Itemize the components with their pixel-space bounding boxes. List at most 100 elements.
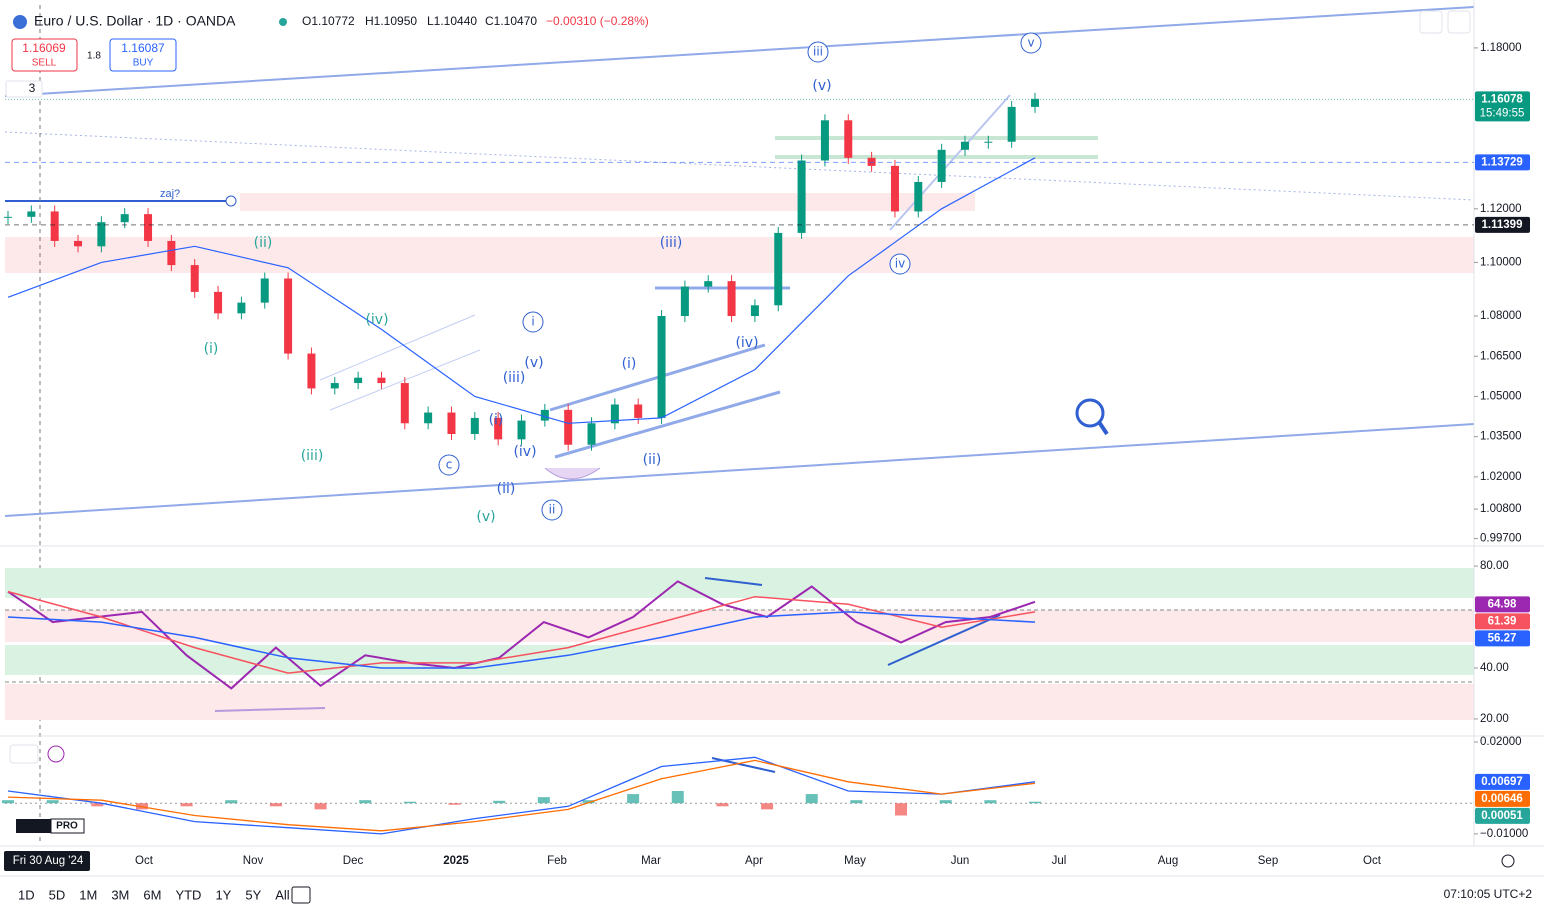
x-tick-label: Mar [641,855,661,867]
candle [330,383,339,389]
price-badge [1475,91,1530,122]
timeframe-button[interactable]: 1Y [215,887,231,902]
wave-label: (v) [524,355,543,371]
y-tick-label: 1.06500 [1480,350,1522,362]
price-badge-value: 56.27 [1488,632,1517,644]
trend-line [4,131,1475,201]
y-tick-label: 1.03500 [1480,431,1522,443]
price-badge [1475,216,1530,233]
candle [307,353,316,389]
wave-label: (iii) [301,448,324,464]
candle [610,404,619,424]
buy-price[interactable]: 1.16087 [121,41,165,55]
candle [867,157,876,166]
candle [190,265,199,292]
candle [494,417,503,440]
histogram-bar [761,803,774,810]
y-tick-label: 1.12000 [1480,203,1522,215]
arc [544,467,601,480]
timeframe-button[interactable]: 3M [111,887,129,902]
magnifier-icon [1075,398,1105,428]
wave-label: (iii) [503,370,526,386]
y-tick-label: 1.08000 [1480,310,1522,322]
candle [587,423,596,445]
y-tick-label: 1.02000 [1480,471,1522,483]
fullscreen-button[interactable] [1447,10,1471,34]
histogram-bar [1029,801,1041,804]
ohlc-close: C1.10470 [485,14,537,28]
layers-button[interactable] [5,80,43,98]
sell-button[interactable] [11,38,78,72]
refresh-button[interactable] [47,745,65,763]
price-badge-value: 1.16078 [1481,93,1523,105]
price-badge-value: 61.39 [1488,615,1517,627]
histogram-bar [314,803,327,810]
plot: 1.18000 1.12000 1.10000 1.08000 1.06500 1.050… [2,32,1530,871]
trend-line [554,390,781,459]
wave-label: iii [813,45,823,59]
ohlc-change: −0.00310 (−0.28%) [546,14,649,28]
histogram-bar [359,800,372,804]
candle [680,286,689,317]
wave-label: c [446,458,453,472]
timeframe-button[interactable]: 5Y [245,887,261,902]
candle [844,120,853,158]
zone [775,136,1098,140]
y-tick-label: 0.99700 [1480,533,1522,545]
timeframe-button[interactable]: All [275,887,290,902]
timeframe-button[interactable]: 6M [143,887,161,902]
date-range-button[interactable] [291,886,311,904]
download-button[interactable] [1419,10,1443,34]
y-tick-label: 1.10000 [1480,256,1522,268]
wave-label: ii [549,503,556,517]
indicator-line [7,157,1036,424]
wave-label: (iv) [513,444,536,460]
sell-label[interactable]: SELL [32,58,57,69]
x-tick-label: 2025 [443,855,469,867]
timeframe-button[interactable]: 5D [49,887,66,902]
buy-button[interactable] [109,38,177,72]
candle [960,141,969,150]
histogram-bar [225,800,238,804]
candle [50,211,59,241]
price-badge [1475,154,1530,171]
wave-label: (i) [622,356,637,372]
price-badge-value: 64.98 [1488,598,1517,610]
sell-price[interactable]: 1.16069 [22,41,66,55]
wave-label: (ii) [497,481,516,497]
y-tick-label: 80.00 [1480,560,1509,572]
candle [820,120,829,161]
candle [74,240,83,247]
handle [225,195,237,207]
collapse-button[interactable] [9,744,39,764]
wave-circle [807,41,829,63]
trend-line [319,314,476,381]
x-tick-label: May [844,855,866,867]
ohlc-high: H1.10950 [365,14,417,28]
histogram-bar [582,800,595,804]
x-tick-label: Oct [135,855,154,867]
price-badge-value: 0.00697 [1481,776,1523,788]
crosshair-date-box [4,851,90,871]
timeframe-button[interactable]: 1D [18,887,35,902]
candle [937,149,946,182]
candle [120,214,129,223]
timeframe-button[interactable]: 1M [79,887,97,902]
candle [774,232,783,306]
indicator-line [7,759,1036,832]
timeframe-button[interactable]: YTD [175,887,201,902]
layers-count[interactable]: 3 [29,81,36,95]
indicator-line [7,756,1036,835]
histogram-bar [627,794,640,804]
histogram-bar [46,800,59,804]
x-tick-label: Dec [343,855,364,867]
candle [517,420,526,440]
buy-label[interactable]: BUY [133,58,154,69]
symbol-icon [13,15,27,29]
spread: 1.8 [87,51,101,62]
wave-label: (iv) [735,335,758,351]
candle [447,412,456,434]
candle [167,240,176,266]
settings-icon[interactable] [1501,854,1515,868]
logo-badge [50,818,85,834]
